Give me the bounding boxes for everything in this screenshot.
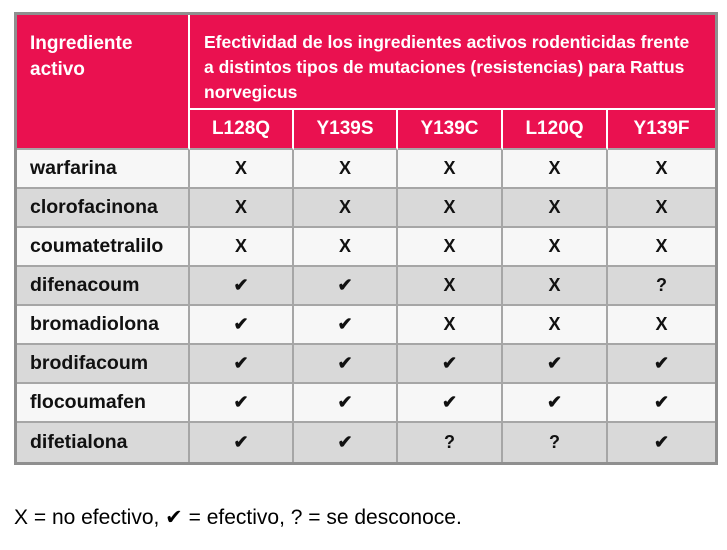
corner-header: Ingrediente activo [17, 15, 190, 150]
effectiveness-cell: ✔ [190, 267, 294, 306]
ingredient-name: coumatetralilo [17, 228, 190, 267]
effectiveness-cell: ✔ [294, 345, 398, 384]
table-row: clorofacinona X X X X X [17, 189, 716, 228]
effectiveness-cell: X [398, 228, 503, 267]
effectiveness-cell: X [190, 150, 294, 189]
effectiveness-cell: X [608, 150, 716, 189]
table-row: difetialona ✔ ✔ ? ? ✔ [17, 423, 716, 462]
table-row: flocoumafen ✔ ✔ ✔ ✔ ✔ [17, 384, 716, 423]
ingredient-name: bromadiolona [17, 306, 190, 345]
effectiveness-cell: X [398, 189, 503, 228]
effectiveness-cell: ✔ [608, 384, 716, 423]
column-header-y139f: Y139F [608, 110, 716, 150]
effectiveness-cell: X [398, 306, 503, 345]
effectiveness-cell: ✔ [608, 345, 716, 384]
effectiveness-cell: X [608, 228, 716, 267]
effectiveness-cell: X [503, 306, 608, 345]
effectiveness-cell: X [294, 228, 398, 267]
effectiveness-cell: ✔ [294, 267, 398, 306]
effectiveness-cell: X [398, 150, 503, 189]
effectiveness-cell: X [503, 228, 608, 267]
effectiveness-cell: ✔ [190, 306, 294, 345]
header-row-main: Ingrediente activo Efectividad de los in… [17, 15, 716, 150]
effectiveness-cell: ✔ [190, 423, 294, 462]
effectiveness-cell: ✔ [653, 432, 670, 452]
effectiveness-cell: ✔ [398, 345, 503, 384]
table-row: coumatetralilo X X X X X [17, 228, 716, 267]
effectiveness-cell: X [503, 150, 608, 189]
table-title: Efectividad de los ingredientes activos … [190, 15, 716, 110]
effectiveness-cell: ✔ [294, 384, 398, 423]
effectiveness-cell: X [503, 267, 608, 306]
table-row: bromadiolona ✔ ✔ X X X [17, 306, 716, 345]
ingredient-name: flocoumafen [17, 384, 190, 423]
effectiveness-cell: ✔ [294, 306, 398, 345]
effectiveness-cell: ✔ [503, 345, 608, 384]
effectiveness-cell: X [608, 189, 716, 228]
effectiveness-cell: ✔ [398, 384, 503, 423]
ingredient-name: difetialona [17, 423, 190, 462]
effectiveness-cell: ? [608, 267, 716, 306]
ingredient-name: difenacoum [17, 267, 190, 306]
resistance-table-container: Ingrediente activo Efectividad de los in… [14, 12, 719, 465]
column-header-y139c: Y139C [398, 110, 503, 150]
column-header-l120q: L120Q [503, 110, 608, 150]
effectiveness-cell: ✔ [294, 423, 398, 462]
effectiveness-cell: ✔ [503, 384, 608, 423]
effectiveness-cell: ? [503, 423, 608, 462]
effectiveness-cell: ? [398, 423, 503, 462]
effectiveness-cell: ✔ [190, 384, 294, 423]
header-row-columns: L128Q Y139S Y139C L120Q Y139F [17, 110, 716, 150]
table-row: brodifacoum ✔ ✔ ✔ ✔ ✔ [17, 345, 716, 384]
resistance-table: Ingrediente activo Efectividad de los in… [14, 12, 719, 465]
legend-text: X = no efectivo, ✔ = efectivo, ? = se de… [14, 506, 462, 529]
effectiveness-cell: X [190, 189, 294, 228]
effectiveness-cell: X [398, 267, 503, 306]
effectiveness-cell: X [294, 189, 398, 228]
ingredient-name: clorofacinona [17, 189, 190, 228]
effectiveness-cell: X [294, 150, 398, 189]
ingredient-name: brodifacoum [17, 345, 190, 384]
table-row: difenacoum ✔ ✔ X X ? [17, 267, 716, 306]
column-header-y139s: Y139S [294, 110, 398, 150]
effectiveness-cell: ✔ [190, 345, 294, 384]
table-row: warfarina X X X X X [17, 150, 716, 189]
column-header-l128q: L128Q [190, 110, 294, 150]
ingredient-name: warfarina [17, 150, 190, 189]
effectiveness-cell: X [503, 189, 608, 228]
effectiveness-cell: X [608, 306, 716, 345]
effectiveness-cell: X [190, 228, 294, 267]
